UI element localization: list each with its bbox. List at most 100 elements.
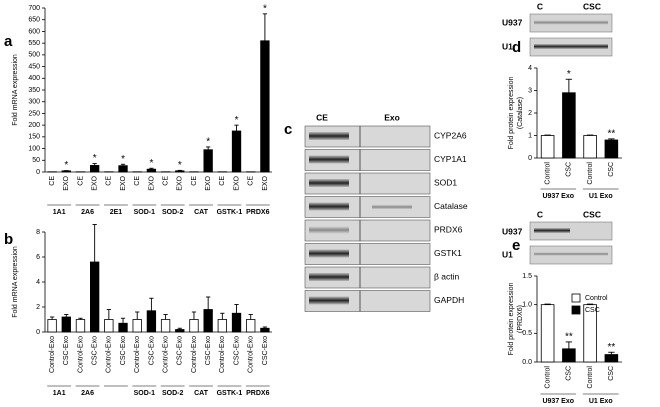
error-bar [177,327,182,330]
error-bar [92,224,97,262]
y-tick-label: 0.5 [522,330,532,337]
bar [175,329,185,333]
error-bar [220,312,225,320]
error-bar [262,326,268,329]
x-tick-label: Control-Exo [162,336,169,373]
x-tick-label: EXO [148,175,155,190]
blot-band [309,132,349,140]
error-bar [78,317,83,320]
significance: ** [565,332,573,343]
bar [132,319,142,333]
x-tick-label: CE [248,176,255,186]
y-tick-label: 3 [528,87,532,94]
blot-column: CSC [583,1,601,11]
bar [260,40,270,173]
blot-row: Catalase [434,201,468,211]
y-tick-label: 4 [36,279,40,286]
bar [562,348,576,363]
y-tick-label: 450 [28,63,40,70]
x-tick-label: Control-Exo [191,336,198,373]
blot-band [309,226,349,234]
y-tick-label: 1.0 [522,302,532,309]
error-bar [49,316,55,320]
group-label: PRDX6 [246,209,269,216]
blot-band [534,20,608,25]
y-tick-label: 1 [528,132,532,139]
error-bar [191,311,197,320]
y-tick-label: 2 [36,304,40,311]
x-tick-label: CSC [566,366,573,381]
legend-swatch [571,293,581,303]
significance: * [178,160,182,171]
x-tick-label: CSC-Exo [205,336,212,365]
blot-band [309,202,349,211]
x-tick-label: CE [162,176,169,186]
y-tick-label: 0.0 [522,359,532,366]
error-bar [206,146,211,150]
y-tick-label: 6 [36,254,40,261]
x-tick-label: Control [544,162,551,185]
error-bar [64,314,69,317]
x-tick-label: Control [544,366,551,389]
y-tick-label: 550 [28,40,40,47]
y-tick-label: 400 [28,75,40,82]
blot-row: U1 [502,41,513,51]
x-tick-label: EXO [205,175,212,190]
bar [540,135,555,159]
y-tick-label: 0 [36,329,40,336]
blot-strip [304,266,431,289]
error-bar [149,297,154,311]
x-tick-label: CE [49,176,56,186]
error-bar [565,78,573,93]
group-label: U1 Exo [589,398,613,405]
error-bar [106,309,111,320]
x-tick-label: CSC-Exo [262,336,269,365]
blot-band [309,179,349,187]
group-label: 1A1 [53,209,66,216]
bar [118,322,128,333]
bar [203,309,213,333]
bar [604,139,619,159]
x-tick-label: CSC-Exo [63,336,70,365]
x-tick-label: Control-Exo [77,336,84,373]
error-bar [206,296,211,310]
y-axis-label: Fold protein expression [508,77,515,150]
x-tick-label: CSC-Exo [233,336,240,365]
x-tick-label: CE [77,176,84,186]
y-tick-label: 0 [528,155,532,162]
y-tick-label: 500 [28,52,40,59]
group-label: GSTK-1 [217,390,243,397]
x-tick-label: CE [219,176,226,186]
blot-strip [304,196,431,218]
bar [146,168,157,173]
error-bar [565,341,573,349]
y-tick-label: 350 [28,87,40,94]
y-tick-label: 300 [28,99,40,106]
x-tick-label: EXO [233,175,240,190]
error-bar [262,13,268,41]
panel-letter: a [4,33,13,50]
bar [260,327,270,333]
group-label: SOD-2 [162,209,184,216]
error-bar [92,163,97,166]
y-tick-label: 200 [28,122,40,129]
error-bar [248,314,253,320]
legend-swatch [571,305,581,315]
y-axis-label: Fold mRNA expression [12,246,19,318]
group-label: U1 Exo [589,193,613,200]
x-tick-label: Control [587,162,594,185]
x-tick-label: EXO [63,175,70,190]
error-bar [120,317,126,324]
blot-band [309,155,349,164]
bar [118,165,128,173]
x-tick-label: Control [587,366,594,389]
group-label: GSTK-1 [217,209,243,216]
bar [146,310,157,333]
bar [583,135,597,159]
y-tick-label: 700 [28,5,40,12]
y-tick-label: 150 [28,134,40,141]
significance: * [121,154,125,165]
significance: * [93,153,97,164]
y-axis-label: Fold protein expression [508,283,515,356]
